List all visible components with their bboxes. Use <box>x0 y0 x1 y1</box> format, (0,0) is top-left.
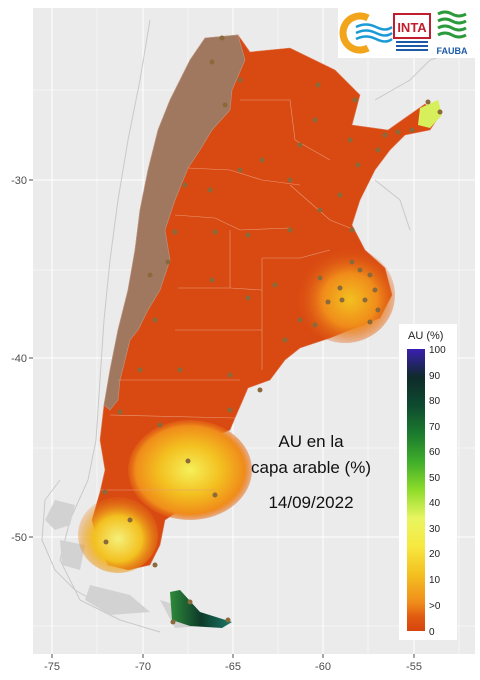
y-tick-label: -30 <box>11 175 27 187</box>
legend-colorbar <box>407 349 425 631</box>
legend-label: 60 <box>429 447 441 458</box>
legend-label: 50 <box>429 473 441 484</box>
inta-logo-text: INTA <box>397 20 427 35</box>
patagonia-moisture <box>128 420 252 520</box>
x-tick-label: -65 <box>225 661 241 673</box>
map-date: 14/09/2022 <box>268 493 353 512</box>
legend-label: 30 <box>429 524 441 535</box>
x-tick-label: -75 <box>44 661 60 673</box>
legend-label: 90 <box>429 371 441 382</box>
misiones-moisture <box>418 100 442 128</box>
legend-label: 70 <box>429 422 441 433</box>
map-title-line1: AU en la <box>278 432 344 451</box>
legend-label: 0 <box>429 627 435 638</box>
legend-title: AU (%) <box>408 330 443 342</box>
legend-label: 40 <box>429 498 441 509</box>
fauba-logo: FAUBA <box>437 10 468 56</box>
x-tick-label: -55 <box>406 661 422 673</box>
x-tick-label: -70 <box>135 661 151 673</box>
inta-logo: INTA <box>393 13 431 51</box>
province-borders <box>100 99 356 491</box>
legend-label: 10 <box>429 575 441 586</box>
andes-no-data-zone <box>103 34 246 411</box>
weather-stations <box>102 35 443 625</box>
legend: AU (%) 100 90 80 70 60 50 40 30 20 10 >0… <box>399 324 457 640</box>
logos-box: INTA FAUBA <box>338 8 475 58</box>
legend-label: 100 <box>429 345 446 356</box>
santa-cruz-moisture <box>78 497 158 573</box>
legend-label: 80 <box>429 396 441 407</box>
legend-label: >0 <box>429 601 441 612</box>
legend-label: 20 <box>429 549 441 560</box>
fauba-logo-text: FAUBA <box>437 46 468 56</box>
x-tick-label: -60 <box>315 661 331 673</box>
tierra-del-fuego <box>170 590 232 628</box>
y-tick-label: -50 <box>11 532 27 544</box>
axis-ticks <box>29 179 415 658</box>
y-tick-label: -40 <box>11 353 27 365</box>
buenos-aires-moisture <box>295 247 395 343</box>
ora-logo <box>339 12 393 54</box>
map-title-line2: capa arable (%) <box>251 458 371 477</box>
